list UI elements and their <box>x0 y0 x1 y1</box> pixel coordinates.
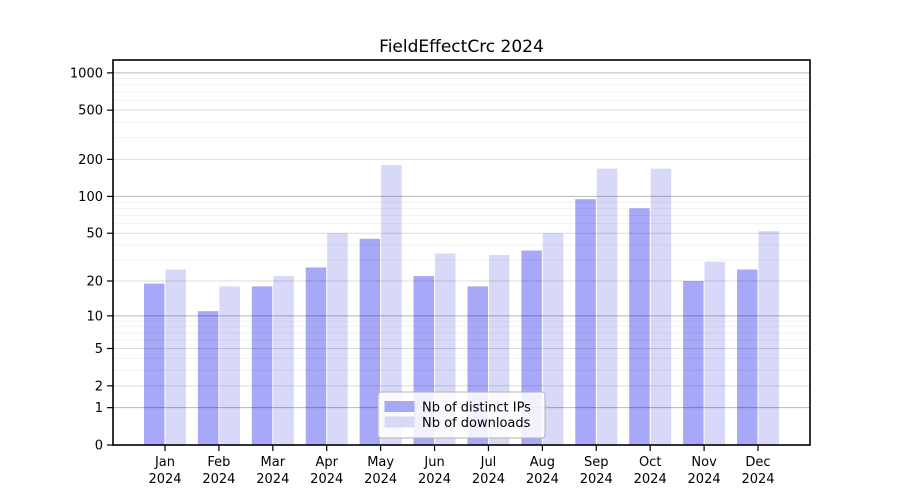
x-tick-label-month: Sep <box>584 455 609 470</box>
x-tick-label-month: Jul <box>480 455 497 470</box>
bar-distinct-ips <box>737 269 758 445</box>
bar-downloads <box>596 168 618 445</box>
legend-swatch-distinct-ips <box>384 401 415 412</box>
x-tick-label-year: 2024 <box>472 472 505 487</box>
x-tick-label-year: 2024 <box>310 472 343 487</box>
bar-downloads <box>650 168 672 445</box>
y-tick-label: 20 <box>86 275 103 290</box>
x-tick-label-month: Apr <box>315 455 338 470</box>
x-tick-label-year: 2024 <box>256 472 289 487</box>
x-tick-label-month: May <box>367 455 394 470</box>
y-tick-label: 500 <box>78 104 103 119</box>
bar-distinct-ips <box>305 267 327 445</box>
y-tick-label: 5 <box>95 342 103 357</box>
x-tick-label-month: Dec <box>745 455 770 470</box>
x-tick-label-year: 2024 <box>688 472 721 487</box>
x-tick-label-year: 2024 <box>634 472 667 487</box>
bar-distinct-ips <box>683 281 704 445</box>
bar-downloads <box>542 233 564 445</box>
x-tick-label-year: 2024 <box>526 472 559 487</box>
x-tick-label-year: 2024 <box>741 472 774 487</box>
x-tick-label-month: Aug <box>530 455 555 470</box>
y-tick-label: 0 <box>95 439 103 454</box>
x-tick-label-year: 2024 <box>202 472 235 487</box>
plot-border <box>112 59 811 446</box>
bar-distinct-ips <box>629 208 650 445</box>
bar-downloads <box>273 276 294 445</box>
x-tick-label-month: Nov <box>691 455 717 470</box>
bar-downloads <box>704 261 726 445</box>
y-tick-label: 50 <box>86 227 103 242</box>
x-tick-label-month: Feb <box>207 455 230 470</box>
bar-downloads <box>219 286 240 445</box>
bar-distinct-ips <box>144 283 165 445</box>
legend-label-downloads: Nb of downloads <box>422 416 531 431</box>
x-tick-label-month: Jan <box>154 455 175 470</box>
y-tick-label: 200 <box>78 153 103 168</box>
bar-downloads <box>381 164 402 445</box>
x-tick-label-month: Oct <box>639 455 661 470</box>
bar-downloads <box>165 269 186 445</box>
y-tick-label: 2 <box>95 379 103 394</box>
bar-downloads <box>327 233 348 445</box>
x-tick-label-month: Jun <box>423 455 444 470</box>
x-tick-label-year: 2024 <box>418 472 451 487</box>
y-tick-label: 1 <box>95 401 103 416</box>
x-tick-label-month: Mar <box>261 455 286 470</box>
bar-distinct-ips <box>197 311 219 445</box>
bar-distinct-ips <box>251 286 273 445</box>
legend-box <box>377 391 546 439</box>
y-tick-label: 1000 <box>70 66 103 81</box>
x-tick-label-year: 2024 <box>364 472 397 487</box>
y-tick-label: 10 <box>86 309 103 324</box>
legend-swatch-downloads <box>384 416 415 428</box>
bar-distinct-ips <box>575 199 596 445</box>
legend-label-distinct-ips: Nb of distinct IPs <box>422 401 531 416</box>
x-tick-label-year: 2024 <box>148 472 181 487</box>
bar-downloads <box>758 231 779 445</box>
bar-distinct-ips <box>359 238 381 445</box>
y-tick-label: 100 <box>78 190 103 205</box>
x-tick-label-year: 2024 <box>580 472 613 487</box>
chart-title: FieldEffectCrc 2024 <box>379 37 544 57</box>
